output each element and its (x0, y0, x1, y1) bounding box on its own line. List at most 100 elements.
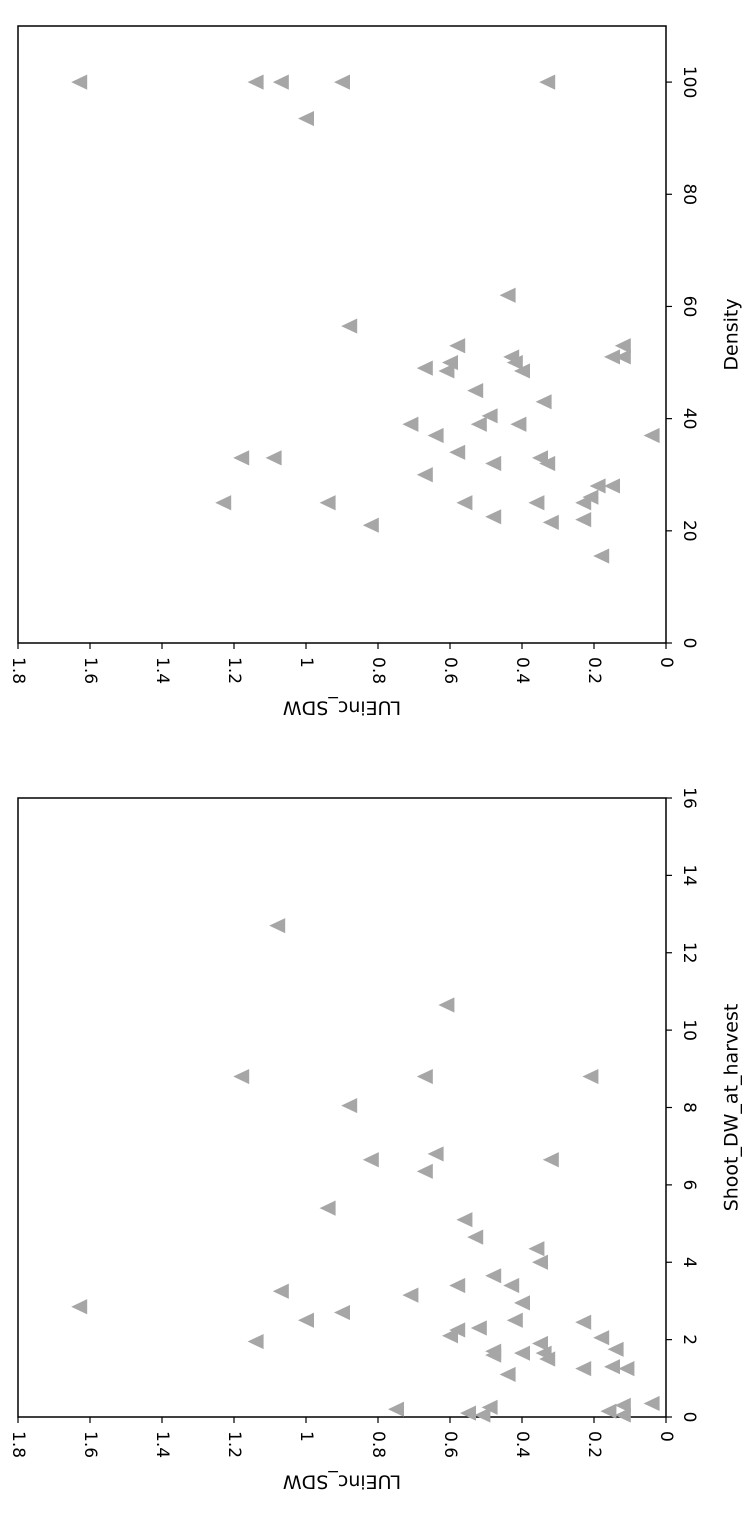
x-tick-label: 6 (679, 1179, 699, 1190)
data-point-triangle (456, 495, 473, 511)
data-point-triangle (388, 1401, 404, 1417)
data-point-triangle (528, 1241, 545, 1257)
y-tick-label: 1.6 (80, 1431, 100, 1458)
data-point-triangle (334, 1304, 350, 1321)
x-tick-label: 16 (679, 787, 699, 809)
data-point-triangle (427, 427, 444, 444)
y-tick-label: 1.8 (8, 657, 28, 684)
data-point-triangle (265, 450, 282, 466)
data-point-triangle (269, 918, 286, 934)
y-tick-label: 0.8 (368, 1431, 388, 1458)
data-point-triangle (298, 1312, 314, 1328)
data-point-triangle (614, 1397, 631, 1413)
x-tick-label: 4 (679, 1257, 699, 1268)
data-point-triangle (481, 1399, 498, 1415)
data-point-triangle (575, 1361, 592, 1377)
data-point-triangle (532, 1335, 548, 1352)
data-point-triangle (247, 74, 264, 90)
data-point-triangle (535, 394, 552, 410)
data-point-triangle (362, 517, 379, 533)
scatter-panel-1: 0 0.2 0.4 0.6 0.8 1 1.2 1.4 1.6 1.8 0 20 40 60 80 100 LU… (8, 25, 743, 719)
x-tick-label: 2 (679, 1334, 699, 1345)
y-tick-label: 0.2 (584, 1431, 604, 1458)
data-point-triangle (503, 1277, 520, 1294)
y-tick-label: 1 (296, 657, 316, 668)
data-point-triangle (319, 1200, 336, 1216)
x-tick-label: 20 (679, 520, 699, 542)
data-point-triangle (506, 354, 523, 371)
x-tick-label: 0 (679, 1412, 699, 1423)
x-axis-title: Shoot_DW_at_harvest (721, 1004, 743, 1212)
x-tick-label: 100 (679, 66, 699, 98)
data-point-triangle (499, 287, 516, 303)
y-tick-label: 0 (656, 1431, 676, 1442)
data-point-triangle (614, 338, 631, 354)
data-point-triangle (499, 1366, 516, 1383)
data-point-triangle (470, 416, 487, 432)
y-tick-label: 1.4 (152, 1431, 172, 1458)
data-point-triangle (607, 1341, 624, 1357)
y-tick-label: 1.8 (8, 1431, 28, 1458)
data-point-triangle (604, 349, 620, 365)
data-point-triangle (575, 495, 592, 511)
x-axis-title: Density (721, 298, 743, 370)
y-axis-title: LUEinc_SDW (283, 697, 402, 719)
y-tick-label: 0 (656, 657, 676, 668)
y-tick-label: 1.4 (152, 657, 172, 684)
y-tick-label: 1.2 (224, 1431, 244, 1458)
x-tick-label: 14 (679, 865, 699, 887)
data-point-triangle (71, 1299, 88, 1315)
data-point-triangle (485, 1347, 502, 1363)
y-tick-label: 1.2 (224, 657, 244, 684)
y-tick-label: 0.2 (584, 657, 604, 684)
data-point-triangle (618, 1361, 635, 1377)
y-tick-label: 1.6 (80, 657, 100, 684)
data-point-triangle (272, 74, 289, 90)
x-tick-label: 40 (679, 408, 699, 430)
data-point-triangle (272, 1283, 289, 1299)
data-point-triangle (575, 512, 592, 528)
data-point-triangle (514, 1345, 530, 1361)
data-point-triangle (643, 1395, 660, 1412)
data-point-triangle (506, 1312, 523, 1328)
data-point-triangle (362, 1152, 379, 1168)
data-point-triangle (485, 1268, 502, 1284)
data-point-triangle (470, 1320, 487, 1336)
data-point-triangle (402, 416, 419, 432)
x-tick-label: 80 (679, 183, 699, 205)
data-point-triangle (467, 1229, 484, 1245)
plot-frame (17, 797, 667, 1418)
data-point-triangle (215, 495, 232, 511)
data-point-triangle (456, 1212, 473, 1228)
y-tick-label: 0.8 (368, 657, 388, 684)
data-point-triangle (485, 455, 502, 472)
data-point-triangle (438, 997, 455, 1013)
data-point-triangle (510, 416, 527, 432)
x-tick-label: 10 (679, 1019, 699, 1041)
data-point-triangle (539, 455, 556, 472)
data-point-triangle (539, 1351, 556, 1367)
data-point-triangle (542, 514, 559, 531)
data-point-triangle (528, 495, 545, 511)
data-point-triangle (319, 495, 336, 511)
data-point-triangle (233, 450, 250, 466)
data-point-triangle (442, 1328, 458, 1344)
x-tick-label: 0 (679, 638, 699, 649)
data-point-triangle (247, 1333, 264, 1350)
data-point-triangle (514, 363, 530, 379)
data-point-triangle (341, 318, 358, 334)
data-point-triangle (485, 509, 502, 525)
data-point-triangle (593, 548, 610, 564)
data-point-triangle (539, 74, 556, 90)
data-point-triangle (416, 467, 433, 483)
data-point-triangle (233, 1068, 250, 1085)
y-tick-label: 0.6 (440, 1431, 460, 1458)
data-point-triangle (481, 408, 498, 424)
y-tick-label: 1 (296, 1431, 316, 1442)
data-point-triangle (474, 1407, 491, 1423)
data-point-triangle (449, 444, 466, 460)
data-point-triangle (460, 1405, 476, 1421)
data-point-triangle (604, 478, 620, 494)
plot-frame (17, 25, 667, 644)
